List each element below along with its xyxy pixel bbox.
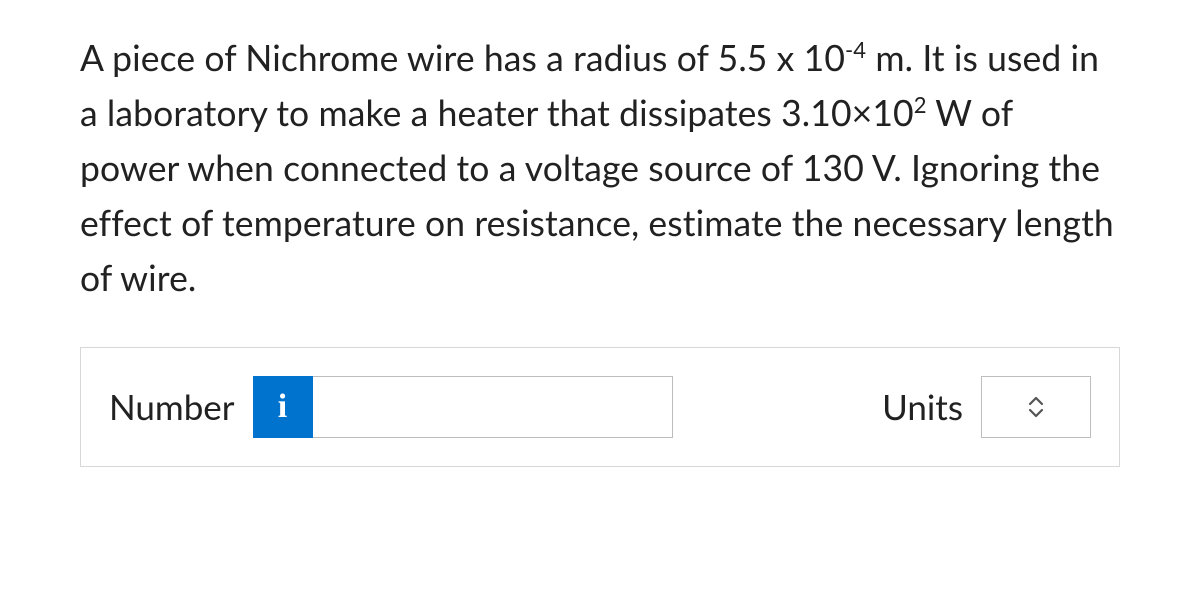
units-select[interactable]: [981, 376, 1091, 438]
answer-container: Number i Units: [80, 347, 1120, 467]
number-field-group: i: [253, 376, 673, 438]
number-input[interactable]: [313, 376, 673, 438]
info-icon[interactable]: i: [253, 376, 313, 438]
units-label: Units: [882, 386, 963, 428]
stepper-chevrons-icon: [1026, 395, 1046, 419]
number-label: Number: [109, 386, 235, 428]
question-text: A piece of Nichrome wire has a radius of…: [80, 30, 1120, 305]
